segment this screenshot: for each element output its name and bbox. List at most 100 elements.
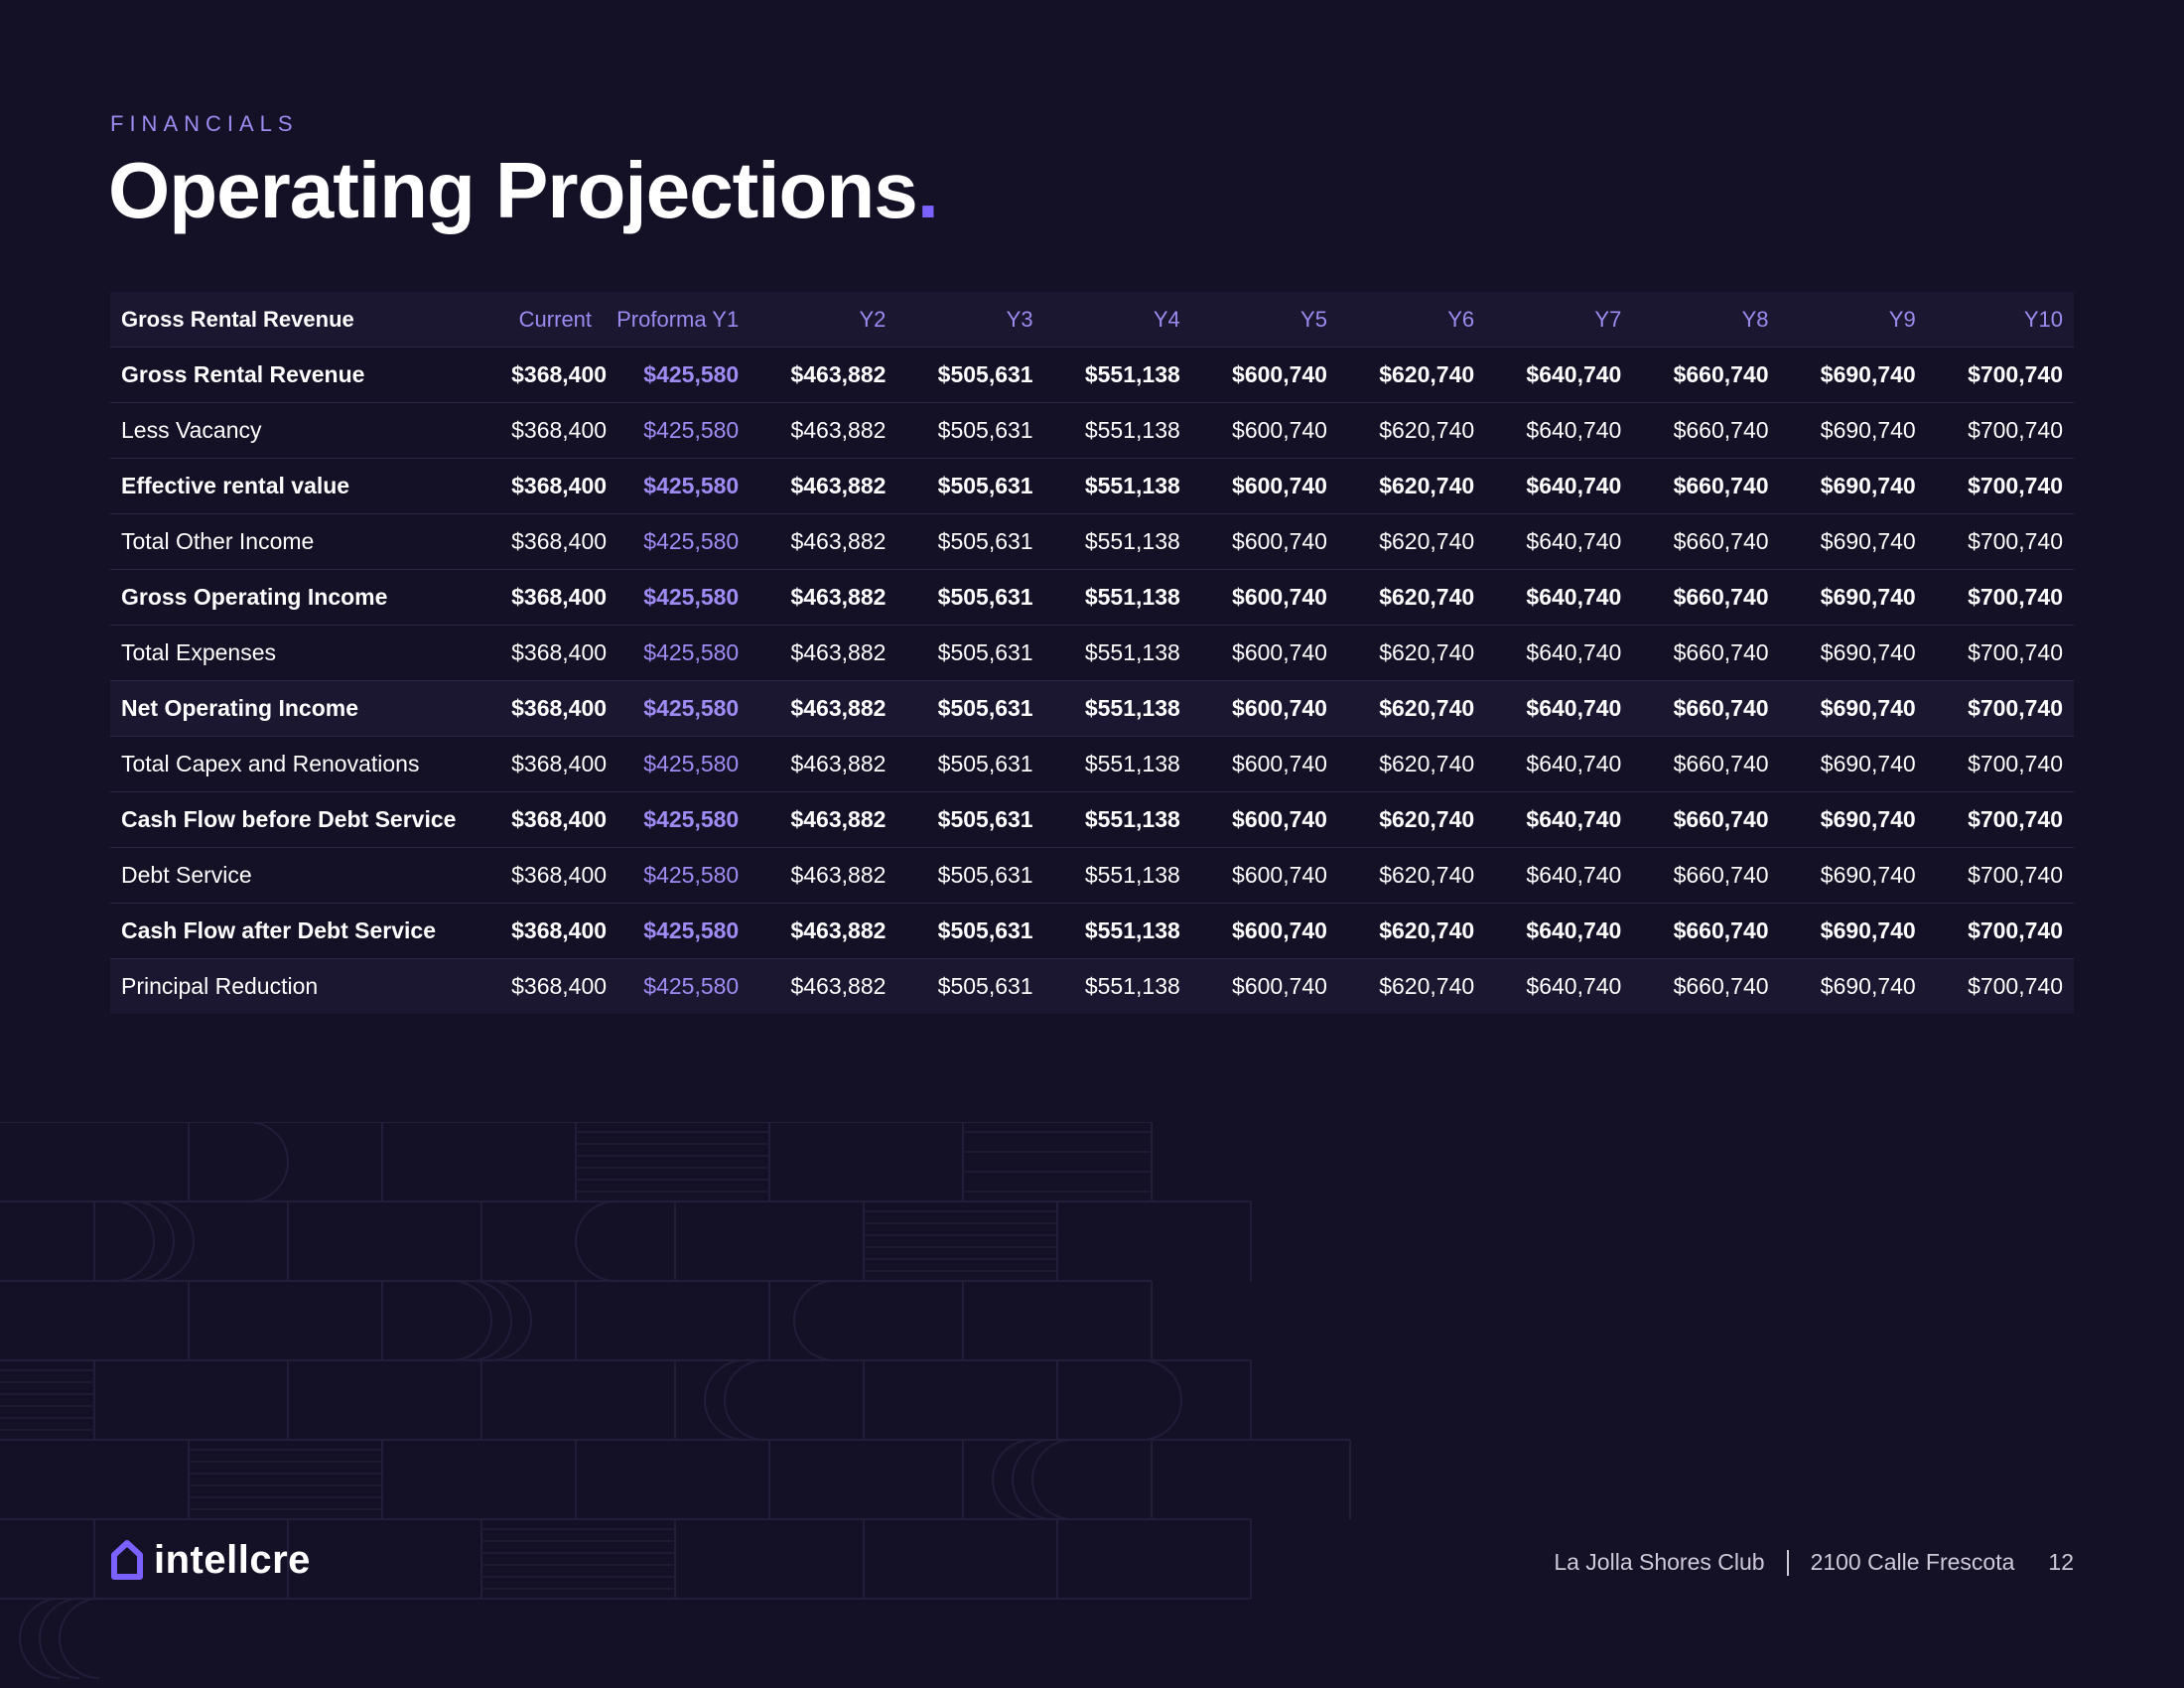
value-cell: $600,740 <box>1232 473 1327 498</box>
value-cell: $660,740 <box>1673 973 1769 999</box>
table-row: Cash Flow after Debt Service $368,400 $425… <box>110 903 2074 959</box>
value-cell: $690,740 <box>1820 528 1916 554</box>
value-cell: $620,740 <box>1379 806 1475 832</box>
value-cell: $463,882 <box>790 528 887 554</box>
value-cell: $640,740 <box>1526 473 1622 498</box>
value-cell: $640,740 <box>1526 361 1622 387</box>
value-cell: $463,882 <box>790 751 887 776</box>
value-cell: $690,740 <box>1820 917 1916 943</box>
header-column-3: Y2 <box>859 306 887 332</box>
value-cell: $660,740 <box>1673 695 1769 721</box>
value-cell: $700,740 <box>1968 417 2063 443</box>
title-text: Operating Projections <box>108 146 918 234</box>
proforma-cell: $425,580 <box>643 528 740 554</box>
footer-property-name: La Jolla Shores Club <box>1554 1549 1765 1575</box>
value-cell: $690,740 <box>1820 695 1916 721</box>
value-cell: $640,740 <box>1526 917 1622 943</box>
value-cell: $368,400 <box>511 639 608 665</box>
proforma-cell: $425,580 <box>643 417 740 443</box>
value-cell: $505,631 <box>937 528 1033 554</box>
value-cell: $690,740 <box>1820 973 1916 999</box>
value-cell: $600,740 <box>1232 528 1327 554</box>
value-cell: $551,138 <box>1084 695 1180 721</box>
value-cell: $505,631 <box>937 361 1033 387</box>
proforma-cell: $425,580 <box>643 973 740 999</box>
value-cell: $505,631 <box>937 862 1033 888</box>
value-cell: $700,740 <box>1968 973 2063 999</box>
row-label: Cash Flow after Debt Service <box>121 917 436 943</box>
header-column-7: Y6 <box>1447 306 1475 332</box>
row-label: Principal Reduction <box>121 973 319 999</box>
value-cell: $690,740 <box>1820 473 1916 498</box>
header-row-label: Gross Rental Revenue <box>121 306 354 332</box>
value-cell: $463,882 <box>790 973 887 999</box>
header-column-8: Y7 <box>1594 306 1622 332</box>
page-number: 12 <box>2048 1549 2074 1575</box>
value-cell: $600,740 <box>1232 361 1327 387</box>
value-cell: $551,138 <box>1084 639 1180 665</box>
value-cell: $700,740 <box>1968 806 2063 832</box>
row-label: Total Other Income <box>121 528 315 554</box>
brand-logo: intellcre <box>110 1537 311 1583</box>
value-cell: $600,740 <box>1232 806 1327 832</box>
value-cell: $368,400 <box>511 751 608 776</box>
row-label: Debt Service <box>121 862 252 888</box>
table-row: Principal Reduction $368,400 $425,580 $463,… <box>110 958 2074 1014</box>
value-cell: $505,631 <box>937 806 1033 832</box>
value-cell: $368,400 <box>511 528 608 554</box>
row-label: Total Expenses <box>121 639 276 665</box>
value-cell: $660,740 <box>1673 417 1769 443</box>
value-cell: $505,631 <box>937 417 1033 443</box>
table-row: Less Vacancy $368,400 $425,580 $463,882 $505… <box>110 402 2074 459</box>
value-cell: $660,740 <box>1673 751 1769 776</box>
table-row: Total Expenses $368,400 $425,580 $463,882 $5… <box>110 625 2074 681</box>
value-cell: $700,740 <box>1968 695 2063 721</box>
value-cell: $368,400 <box>511 806 608 832</box>
value-cell: $463,882 <box>790 917 887 943</box>
value-cell: $620,740 <box>1379 639 1475 665</box>
header-column-6: Y5 <box>1300 306 1327 332</box>
row-label: Gross Operating Income <box>121 584 388 610</box>
value-cell: $660,740 <box>1673 584 1769 610</box>
value-cell: $505,631 <box>937 473 1033 498</box>
operating-projections-table: Gross Rental Revenue Current Proforma Y1 Y2… <box>110 292 2074 1014</box>
value-cell: $600,740 <box>1232 751 1327 776</box>
page-footer: La Jolla Shores Club 2100 Calle Frescota… <box>1554 1549 2074 1576</box>
header-column-4: Y3 <box>1006 306 1033 332</box>
row-label: Less Vacancy <box>121 417 262 443</box>
value-cell: $690,740 <box>1820 584 1916 610</box>
value-cell: $551,138 <box>1084 528 1180 554</box>
value-cell: $551,138 <box>1084 862 1180 888</box>
value-cell: $463,882 <box>790 417 887 443</box>
value-cell: $620,740 <box>1379 584 1475 610</box>
value-cell: $551,138 <box>1084 806 1180 832</box>
value-cell: $368,400 <box>511 361 608 387</box>
value-cell: $368,400 <box>511 417 608 443</box>
table-row: Total Capex and Renovations $368,400 $425,… <box>110 736 2074 792</box>
header-column-10: Y9 <box>1888 306 1916 332</box>
value-cell: $700,740 <box>1968 917 2063 943</box>
proforma-cell: $425,580 <box>643 473 740 498</box>
value-cell: $600,740 <box>1232 973 1327 999</box>
value-cell: $551,138 <box>1084 917 1180 943</box>
title-dot: . <box>916 146 939 234</box>
footer-address: 2100 Calle Frescota <box>1810 1549 2015 1575</box>
value-cell: $551,138 <box>1084 417 1180 443</box>
value-cell: $660,740 <box>1673 528 1769 554</box>
value-cell: $700,740 <box>1968 473 2063 498</box>
value-cell: $463,882 <box>790 361 887 387</box>
proforma-cell: $425,580 <box>643 917 740 943</box>
value-cell: $640,740 <box>1526 639 1622 665</box>
header-column-5: Y4 <box>1153 306 1180 332</box>
value-cell: $600,740 <box>1232 917 1327 943</box>
table-row: Effective rental value $368,400 $425,580 $4… <box>110 458 2074 514</box>
row-label: Total Capex and Renovations <box>121 751 420 776</box>
table-header-row: Gross Rental Revenue Current Proforma Y1 Y2… <box>110 292 2074 348</box>
value-cell: $700,740 <box>1968 361 2063 387</box>
value-cell: $463,882 <box>790 862 887 888</box>
table-row: Gross Rental Revenue $368,400 $425,580 $463… <box>110 347 2074 403</box>
value-cell: $690,740 <box>1820 862 1916 888</box>
proforma-cell: $425,580 <box>643 639 740 665</box>
header-column-9: Y8 <box>1741 306 1769 332</box>
section-label: FINANCIALS <box>110 111 299 136</box>
